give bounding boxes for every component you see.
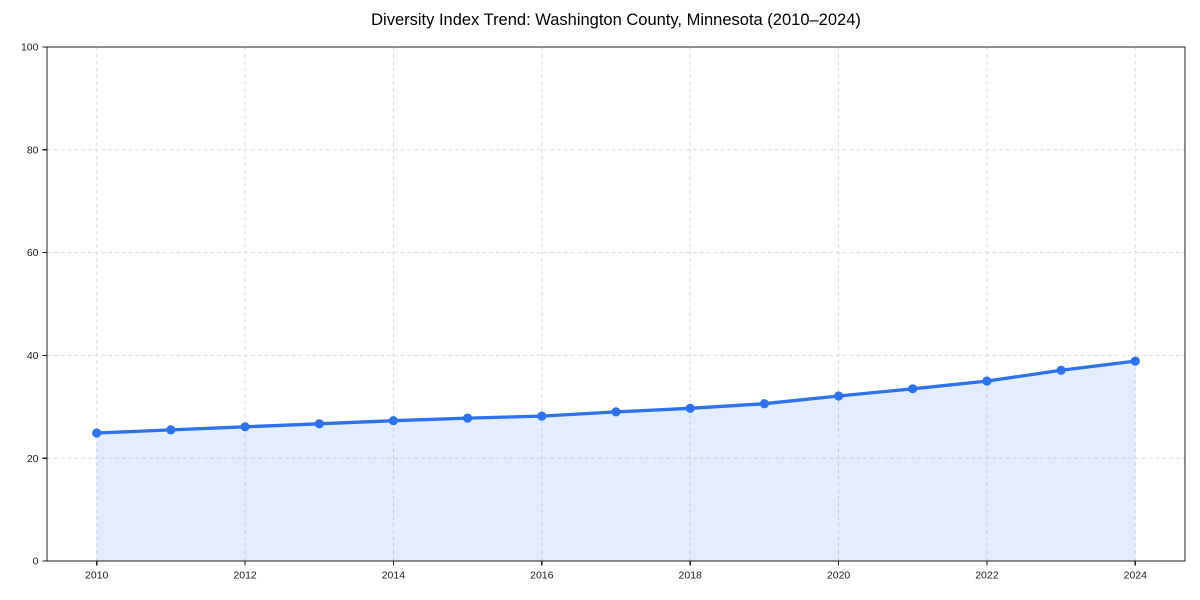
- x-tick-label: 2020: [827, 570, 851, 582]
- x-tick-label: 2014: [382, 570, 406, 582]
- area-fill: [96, 361, 1136, 561]
- data-point: [908, 384, 918, 394]
- x-tick-label: 2016: [530, 570, 554, 582]
- data-point: [982, 376, 992, 386]
- data-point: [240, 422, 250, 432]
- data-point: [166, 425, 176, 435]
- data-point: [314, 419, 324, 429]
- y-tick-label: 20: [27, 453, 39, 465]
- y-tick-label: 60: [27, 247, 39, 259]
- y-tick-label: 0: [33, 556, 39, 568]
- data-point: [537, 411, 547, 421]
- y-tick-label: 100: [21, 42, 39, 54]
- x-tick-label: 2024: [1124, 570, 1148, 582]
- y-tick-label: 80: [27, 144, 39, 156]
- chart-title: Diversity Index Trend: Washington County…: [371, 11, 861, 29]
- data-point: [388, 416, 398, 426]
- data-point: [611, 407, 621, 417]
- y-tick-label: 40: [27, 350, 39, 362]
- data-point: [834, 391, 844, 401]
- data-point: [1130, 356, 1140, 366]
- x-tick-label: 2022: [975, 570, 999, 582]
- data-point: [1056, 365, 1066, 375]
- plot-border: [46, 46, 1186, 562]
- data-point: [759, 399, 770, 409]
- x-tick-label: 2010: [85, 570, 109, 582]
- data-point: [92, 428, 102, 438]
- data-point: [685, 403, 695, 413]
- x-tick-label: 2012: [233, 570, 257, 582]
- data-point: [463, 413, 473, 423]
- x-tick-label: 2018: [679, 570, 703, 582]
